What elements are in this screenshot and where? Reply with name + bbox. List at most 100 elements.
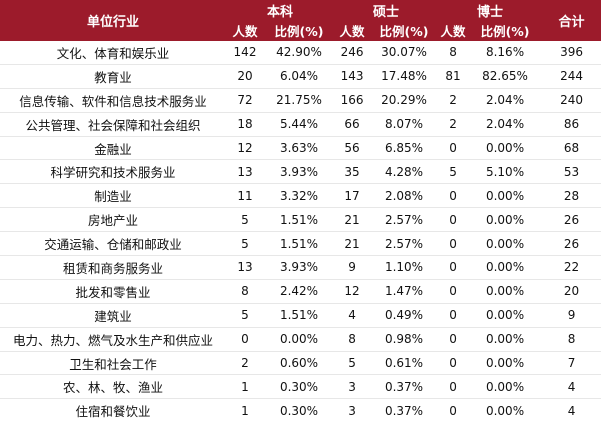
bachelor-count-cell: 11: [226, 183, 264, 209]
doctor-count-cell: 0: [438, 374, 469, 400]
master-count-cell: 5: [334, 351, 371, 376]
table-row: 农、林、牧、渔业 1 0.30% 3 0.37% 0 0.00% 4: [0, 374, 601, 400]
industry-cell: 信息传输、软件和信息技术服务业: [0, 88, 226, 113]
bachelor-count-cell: 13: [226, 159, 264, 185]
industry-cell: 科学研究和技术服务业: [0, 159, 226, 185]
industry-cell: 建筑业: [0, 303, 226, 328]
doctor-count-cell: 0: [438, 327, 469, 352]
doctor-count-cell: 8: [438, 41, 469, 65]
header-total: 合计: [542, 0, 601, 41]
master-ratio-cell: 2.57%: [370, 231, 439, 257]
bachelor-ratio-cell: 0.30%: [279, 403, 319, 418]
bachelor-ratio-cell: 1.51%: [264, 303, 335, 328]
table-row: 公共管理、社会保障和社会组织 18 5.44% 66 8.07% 2 2.04% 86: [0, 112, 601, 137]
table-row: 批发和零售业 8 2.42% 12 1.47% 0 0.00% 20: [0, 279, 601, 304]
table-row: 制造业 11 3.32% 17 2.08% 0 0.00% 28: [0, 183, 601, 209]
doctor-count-cell: 81: [438, 64, 469, 89]
bachelor-ratio-cell: 21.75%: [264, 88, 335, 113]
table-row: 交通运输、仓储和邮政业 5 1.51% 21 2.57% 0 0.00% 26: [0, 231, 601, 257]
master-ratio-cell: 6.85%: [370, 136, 439, 161]
doctor-ratio-cell: 5.10%: [468, 159, 543, 185]
total-cell: 4: [567, 403, 576, 418]
master-ratio-cell: 1.47%: [370, 279, 439, 304]
master-count-cell: 8: [334, 327, 371, 352]
doctor-count-cell: 0: [438, 255, 469, 280]
bachelor-ratio-cell: 3.93%: [264, 159, 335, 185]
table-row: 金融业 12 3.63% 56 6.85% 0 0.00% 68: [0, 136, 601, 161]
doctor-ratio-cell: 0.00%: [468, 231, 543, 257]
doctor-ratio-cell: 82.65%: [468, 64, 543, 89]
master-count-cell: 12: [334, 279, 371, 304]
doctor-count-cell: 0: [438, 303, 469, 328]
header-doctor-count: 人数: [438, 20, 469, 41]
bachelor-count-cell: 20: [226, 64, 264, 89]
master-count-cell: 166: [334, 88, 371, 113]
doctor-count-cell: 0: [438, 231, 469, 257]
doctor-count-cell: 0: [449, 403, 457, 418]
header-bachelor-ratio: 比例(%): [264, 20, 335, 41]
header-bachelor-count: 人数: [226, 20, 264, 41]
bachelor-ratio-cell: 42.90%: [264, 41, 335, 65]
total-cell: 28: [542, 183, 601, 209]
master-count-cell: 4: [334, 303, 371, 328]
doctor-ratio-cell: 0.00%: [485, 403, 525, 418]
bachelor-count-cell: 142: [226, 41, 264, 65]
doctor-count-cell: 5: [438, 159, 469, 185]
bachelor-count-cell: 1: [241, 403, 249, 418]
table-row: 电力、热力、燃气及水生产和供应业 0 0.00% 8 0.98% 0 0.00% 8: [0, 327, 601, 352]
industry-cell: 公共管理、社会保障和社会组织: [0, 112, 226, 137]
industry-cell: 金融业: [0, 136, 226, 161]
master-count-cell: 66: [334, 112, 371, 137]
bachelor-ratio-cell: 1.51%: [264, 207, 335, 233]
master-ratio-cell: 0.37%: [370, 374, 439, 400]
master-count-cell: 21: [334, 231, 371, 257]
doctor-count-cell: 0: [438, 351, 469, 376]
industry-cell: 农、林、牧、渔业: [0, 374, 226, 400]
bachelor-ratio-cell: 3.93%: [264, 255, 335, 280]
total-cell: 4: [542, 374, 601, 400]
bachelor-ratio-cell: 2.42%: [264, 279, 335, 304]
master-ratio-cell: 30.07%: [370, 41, 439, 65]
table-row: 卫生和社会工作 2 0.60% 5 0.61% 0 0.00% 7: [0, 351, 601, 376]
table-row: 建筑业 5 1.51% 4 0.49% 0 0.00% 9: [0, 303, 601, 328]
table-row: 租赁和商务服务业 13 3.93% 9 1.10% 0 0.00% 22: [0, 255, 601, 280]
doctor-ratio-cell: 8.16%: [468, 41, 543, 65]
header-master-ratio: 比例(%): [370, 20, 439, 41]
industry-cell: 文化、体育和娱乐业: [0, 41, 226, 65]
industry-cell: 住宿和餐饮业: [75, 404, 151, 420]
header-industry: 单位行业: [0, 0, 226, 41]
master-ratio-cell: 1.10%: [370, 255, 439, 280]
master-ratio-cell: 2.08%: [370, 183, 439, 209]
industry-cell: 交通运输、仓储和邮政业: [0, 231, 226, 257]
industry-cell: 批发和零售业: [0, 279, 226, 304]
total-cell: 53: [542, 159, 601, 185]
header-master: 硕士: [334, 0, 439, 20]
total-cell: 86: [542, 112, 601, 137]
header-master-count: 人数: [334, 20, 371, 41]
master-count-cell: 35: [334, 159, 371, 185]
master-count-cell: 143: [334, 64, 371, 89]
bachelor-count-cell: 5: [226, 231, 264, 257]
doctor-ratio-cell: 0.00%: [468, 327, 543, 352]
industry-cell: 制造业: [0, 183, 226, 209]
industry-cell: 卫生和社会工作: [0, 351, 226, 376]
bachelor-count-cell: 5: [226, 207, 264, 233]
header-doctor: 博士: [438, 0, 543, 20]
doctor-ratio-cell: 0.00%: [468, 279, 543, 304]
master-count-cell: 17: [334, 183, 371, 209]
table-header: 单位行业 本科 硕士 博士 合计 人数 比例(%) 人数 比例(%) 人数 比例…: [0, 0, 601, 41]
bachelor-count-cell: 1: [226, 374, 264, 400]
header-doctor-ratio: 比例(%): [468, 20, 543, 41]
total-cell: 68: [542, 136, 601, 161]
table-row: 教育业 20 6.04% 143 17.48% 81 82.65% 244: [0, 64, 601, 89]
industry-cell: 电力、热力、燃气及水生产和供应业: [0, 327, 226, 352]
bachelor-ratio-cell: 3.32%: [264, 183, 335, 209]
doctor-ratio-cell: 0.00%: [468, 351, 543, 376]
doctor-ratio-cell: 2.04%: [468, 88, 543, 113]
total-cell: 8: [542, 327, 601, 352]
total-cell: 20: [542, 279, 601, 304]
bachelor-ratio-cell: 5.44%: [264, 112, 335, 137]
total-cell: 9: [542, 303, 601, 328]
master-ratio-cell: 0.98%: [370, 327, 439, 352]
